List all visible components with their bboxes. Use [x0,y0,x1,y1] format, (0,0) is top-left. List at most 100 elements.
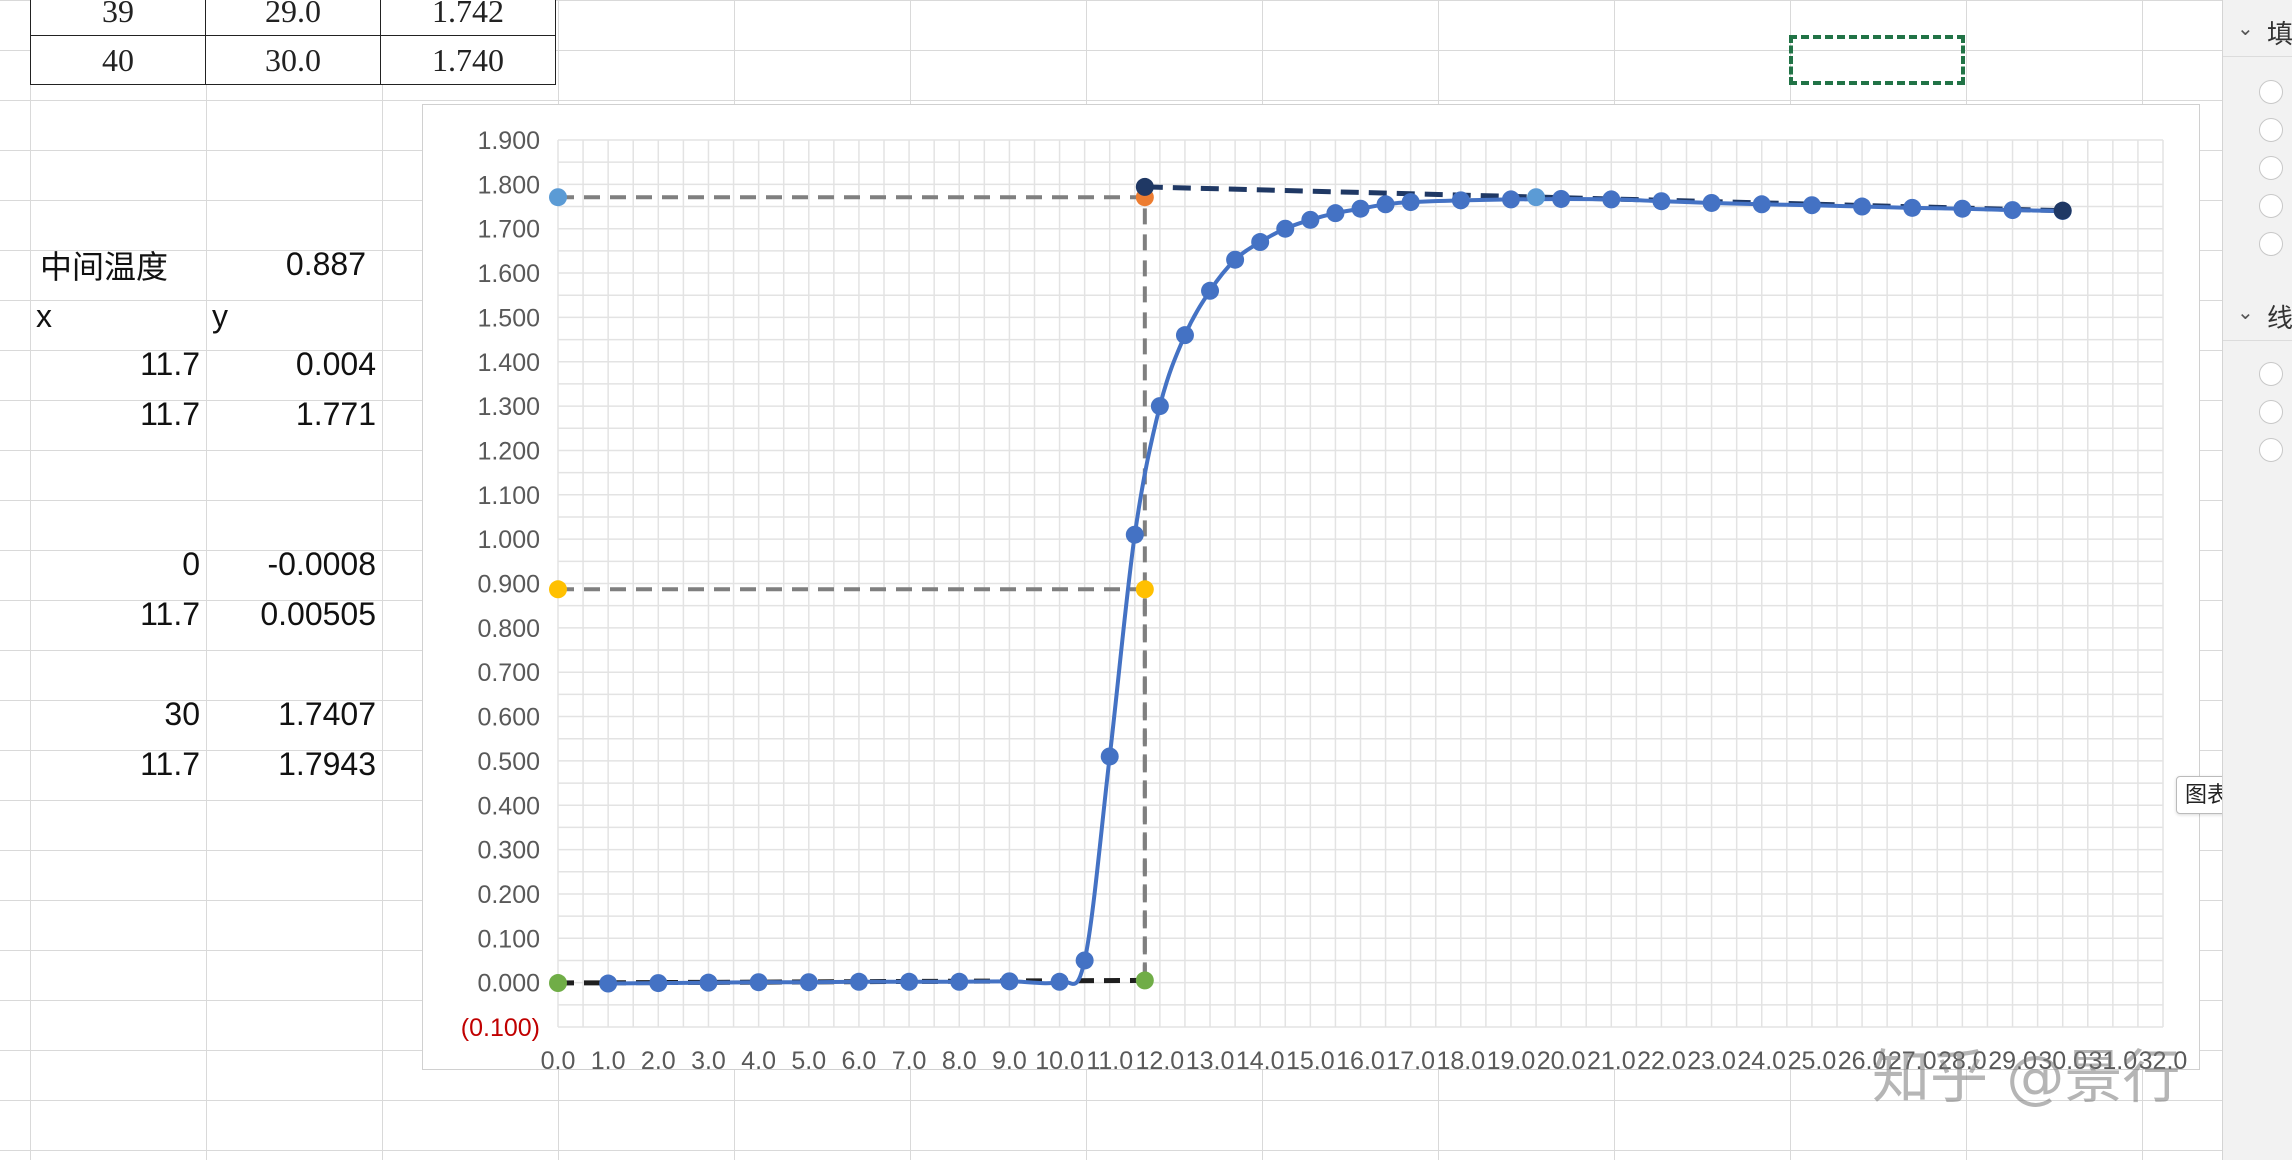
pair-y-cell[interactable]: 0.00505 [260,596,376,632]
x-tick-label: 0.0 [541,1047,576,1071]
pair-y-cell[interactable]: 0.004 [295,346,376,382]
radio-option[interactable] [2259,438,2283,462]
pair-y-cell[interactable]: 1.7943 [278,746,376,782]
chevron-down-icon[interactable]: ⌄ [2237,18,2254,40]
x-tick-label: 32.0 [2139,1047,2188,1071]
data-point [1150,397,1169,416]
marker-point [1135,580,1154,599]
y-tick-label: 0.900 [477,571,540,599]
pair-y-cell[interactable]: 1.771 [295,396,376,432]
pair-x-cell[interactable]: 30 [164,696,200,732]
mid-temp-label[interactable]: 中间温度 [40,249,169,285]
data-point [1702,193,1721,212]
pair-x-cell[interactable]: 11.7 [140,746,200,782]
pair-x-cell[interactable]: 11.7 [140,346,200,382]
y-tick-label: 0.500 [477,748,540,776]
chart-area[interactable]: (0.100) 0.000 0.100 0.200 0.300 0.400 0.500 0.6… [422,104,2201,1071]
table-cell[interactable]: 30.0 [205,35,381,85]
radio-option[interactable] [2259,80,2283,104]
data-point [1451,191,1470,210]
x-tick-label: 16.0 [1336,1047,1385,1071]
table-cell[interactable]: 1.740 [380,35,556,85]
x-tick-label: 4.0 [741,1047,776,1071]
y-tick-label: 0.700 [477,659,540,687]
data-point [1602,190,1621,209]
data-point [1100,747,1119,766]
watermark: 知乎 @景行 [1872,1043,2181,1111]
y-tick-label: 0.800 [477,615,540,643]
y-tick-label: 0.400 [477,792,540,820]
data-point [1251,233,1270,252]
radio-option[interactable] [2259,362,2283,386]
y-tick-label: 1.100 [477,482,540,510]
pair-y-cell[interactable]: 1.7407 [278,696,376,732]
panel-line-label: 线 [2267,303,2292,333]
x-tick-label: 19.0 [1487,1047,1536,1071]
data-point [1125,525,1144,544]
x-tick-label: 9.0 [992,1047,1027,1071]
data-table-top: 39 29.0 1.742 40 30.0 1.740 [30,0,556,85]
data-point [649,974,668,993]
y-tick-label: 1.200 [477,437,540,465]
data-point [900,972,919,991]
data-point [1000,972,1019,991]
y-tick-label: 1.900 [477,127,540,155]
x-tick-label: 7.0 [892,1047,927,1071]
radio-option[interactable] [2259,118,2283,142]
marker-point [2053,201,2072,220]
selected-cell[interactable] [1789,35,1965,85]
y-header[interactable]: y [212,298,228,334]
x-tick-label: 8.0 [942,1047,977,1071]
y-tick-label: 1.700 [477,216,540,244]
x-tick-label: 26.0 [1838,1047,1887,1071]
mid-temp-value[interactable]: 0.887 [285,246,366,282]
y-tick-label: 1.600 [477,260,540,288]
table-row: 40 30.0 1.740 [30,35,556,85]
series-line-dashed-gray [558,587,1147,981]
radio-option[interactable] [2259,194,2283,218]
data-point [1276,219,1295,238]
y-tick-label: (0.100) [461,1014,540,1042]
data-point [1175,326,1194,345]
x-tick-label: 14.0 [1236,1047,1285,1071]
y-tick-label: 1.500 [477,304,540,332]
x-tick-label: 25.0 [1788,1047,1837,1071]
x-tick-label: 2.0 [641,1047,676,1071]
y-tick-label: 1.300 [477,393,540,421]
data-point [1501,190,1520,209]
y-tick-label: 0.300 [477,837,540,865]
x-tick-label: 24.0 [1737,1047,1786,1071]
data-point [1802,196,1821,215]
chevron-down-icon[interactable]: ⌄ [2237,302,2254,324]
data-point [950,972,969,991]
format-side-panel: ⌄ 填 ⌄ 线 [2222,0,2292,1160]
data-point [849,972,868,991]
data-point [1853,197,1872,216]
radio-option[interactable] [2259,232,2283,256]
pair-y-cell[interactable]: -0.0008 [267,546,376,582]
data-point [1075,951,1094,970]
pair-x-cell[interactable]: 0 [182,546,200,582]
x-tick-label: 31.0 [2089,1047,2138,1071]
panel-fill-section[interactable]: ⌄ 填 [2223,6,2292,57]
table-cell[interactable]: 1.742 [380,0,556,36]
panel-line-section[interactable]: ⌄ 线 [2223,290,2292,341]
radio-option[interactable] [2259,156,2283,180]
x-header[interactable]: x [36,298,52,334]
radio-option[interactable] [2259,400,2283,424]
x-tick-label: 1.0 [591,1047,626,1071]
pair-x-cell[interactable]: 11.7 [140,396,200,432]
data-point [749,973,768,992]
pair-x-cell[interactable]: 11.7 [140,596,200,632]
marker-point [1527,188,1546,207]
x-tick-label: 12.0 [1136,1047,1185,1071]
table-cell[interactable]: 39 [30,0,206,36]
data-point [1552,189,1571,208]
data-point [1752,195,1771,214]
scatter-chart[interactable]: (0.100) 0.000 0.100 0.200 0.300 0.400 0.500 0.6… [423,105,2201,1071]
data-point [1953,199,1972,218]
table-cell[interactable]: 29.0 [205,0,381,36]
y-tick-label: 1.000 [477,526,540,554]
x-tick-label: 3.0 [691,1047,726,1071]
table-cell[interactable]: 40 [30,35,206,85]
